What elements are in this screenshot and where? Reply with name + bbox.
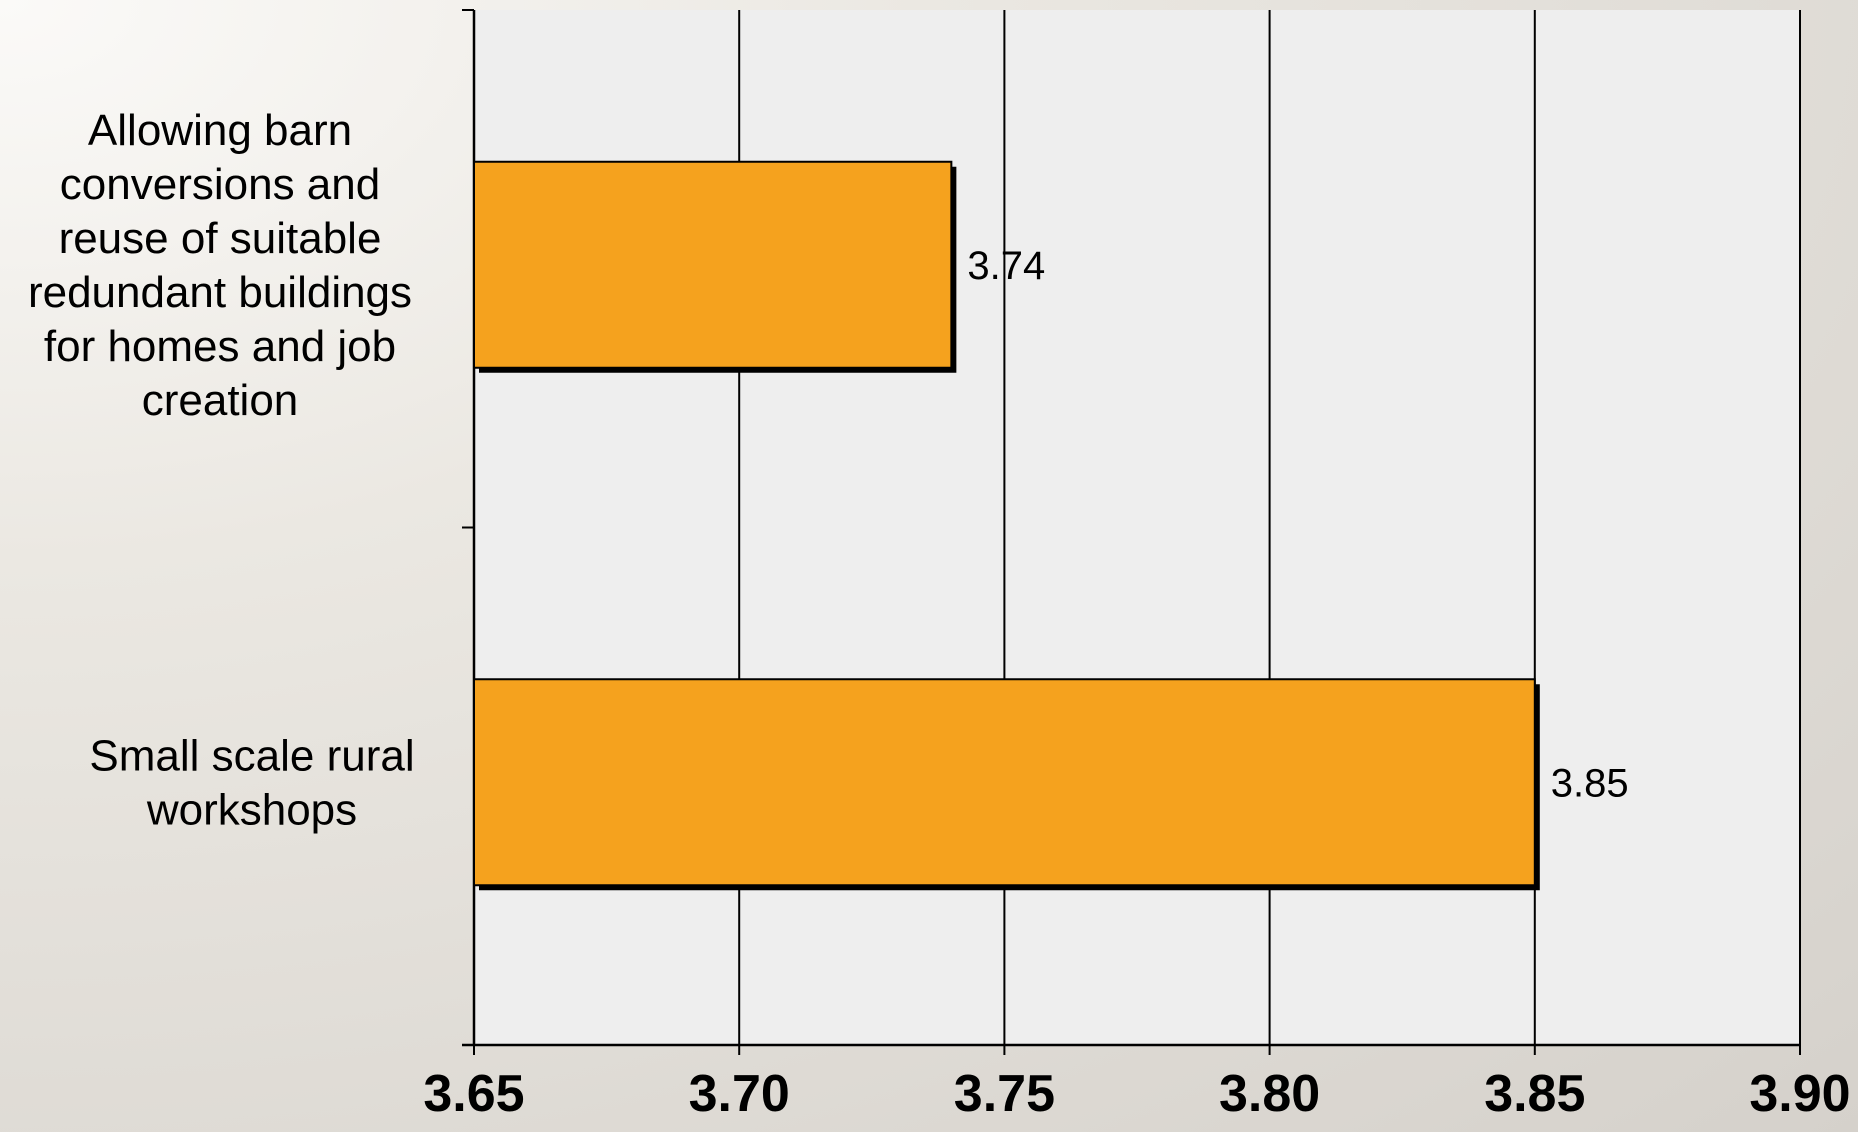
x-tick-label: 3.75 (954, 1065, 1055, 1123)
x-tick-label: 3.65 (423, 1065, 524, 1123)
category-label: Small scale rural workshops (89, 731, 414, 834)
data-label: 3.85 (1551, 761, 1629, 805)
bar (473, 678, 1536, 887)
x-tick-label: 3.80 (1219, 1065, 1320, 1123)
bars (473, 160, 1540, 891)
x-tick-label: 3.85 (1484, 1065, 1585, 1123)
data-label: 3.74 (967, 244, 1045, 288)
x-tick-label: 3.70 (689, 1065, 790, 1123)
x-tick-label: 3.90 (1749, 1065, 1850, 1123)
labels: 3.65 3.70 3.75 3.80 3.85 3.90 3.74 Allowing bar… (28, 106, 1851, 1123)
bar (473, 160, 953, 369)
category-label: Allowing barn conversions and reuse of sui… (28, 106, 412, 425)
